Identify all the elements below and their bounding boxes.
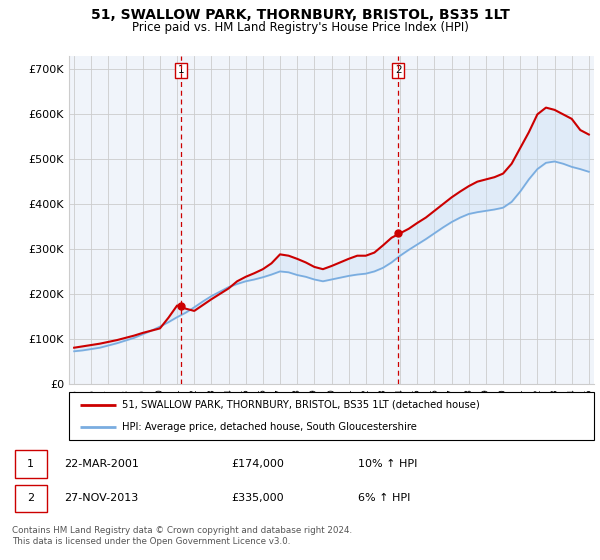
Text: £335,000: £335,000 (231, 493, 284, 503)
Text: 1: 1 (178, 66, 184, 76)
Text: £174,000: £174,000 (231, 459, 284, 469)
Text: 22-MAR-2001: 22-MAR-2001 (64, 459, 139, 469)
Bar (15, 450, 47, 478)
Text: Contains HM Land Registry data © Crown copyright and database right 2024.
This d: Contains HM Land Registry data © Crown c… (12, 526, 352, 546)
Text: HPI: Average price, detached house, South Gloucestershire: HPI: Average price, detached house, Sout… (121, 422, 416, 432)
Text: 2: 2 (395, 66, 402, 76)
Text: 1: 1 (27, 459, 34, 469)
Text: 51, SWALLOW PARK, THORNBURY, BRISTOL, BS35 1LT: 51, SWALLOW PARK, THORNBURY, BRISTOL, BS… (91, 8, 509, 22)
Bar (15, 484, 47, 512)
Text: 10% ↑ HPI: 10% ↑ HPI (358, 459, 417, 469)
Text: 2: 2 (27, 493, 34, 503)
Text: 6% ↑ HPI: 6% ↑ HPI (358, 493, 410, 503)
Text: 51, SWALLOW PARK, THORNBURY, BRISTOL, BS35 1LT (detached house): 51, SWALLOW PARK, THORNBURY, BRISTOL, BS… (121, 400, 479, 410)
Text: Price paid vs. HM Land Registry's House Price Index (HPI): Price paid vs. HM Land Registry's House … (131, 21, 469, 34)
Text: 27-NOV-2013: 27-NOV-2013 (64, 493, 138, 503)
